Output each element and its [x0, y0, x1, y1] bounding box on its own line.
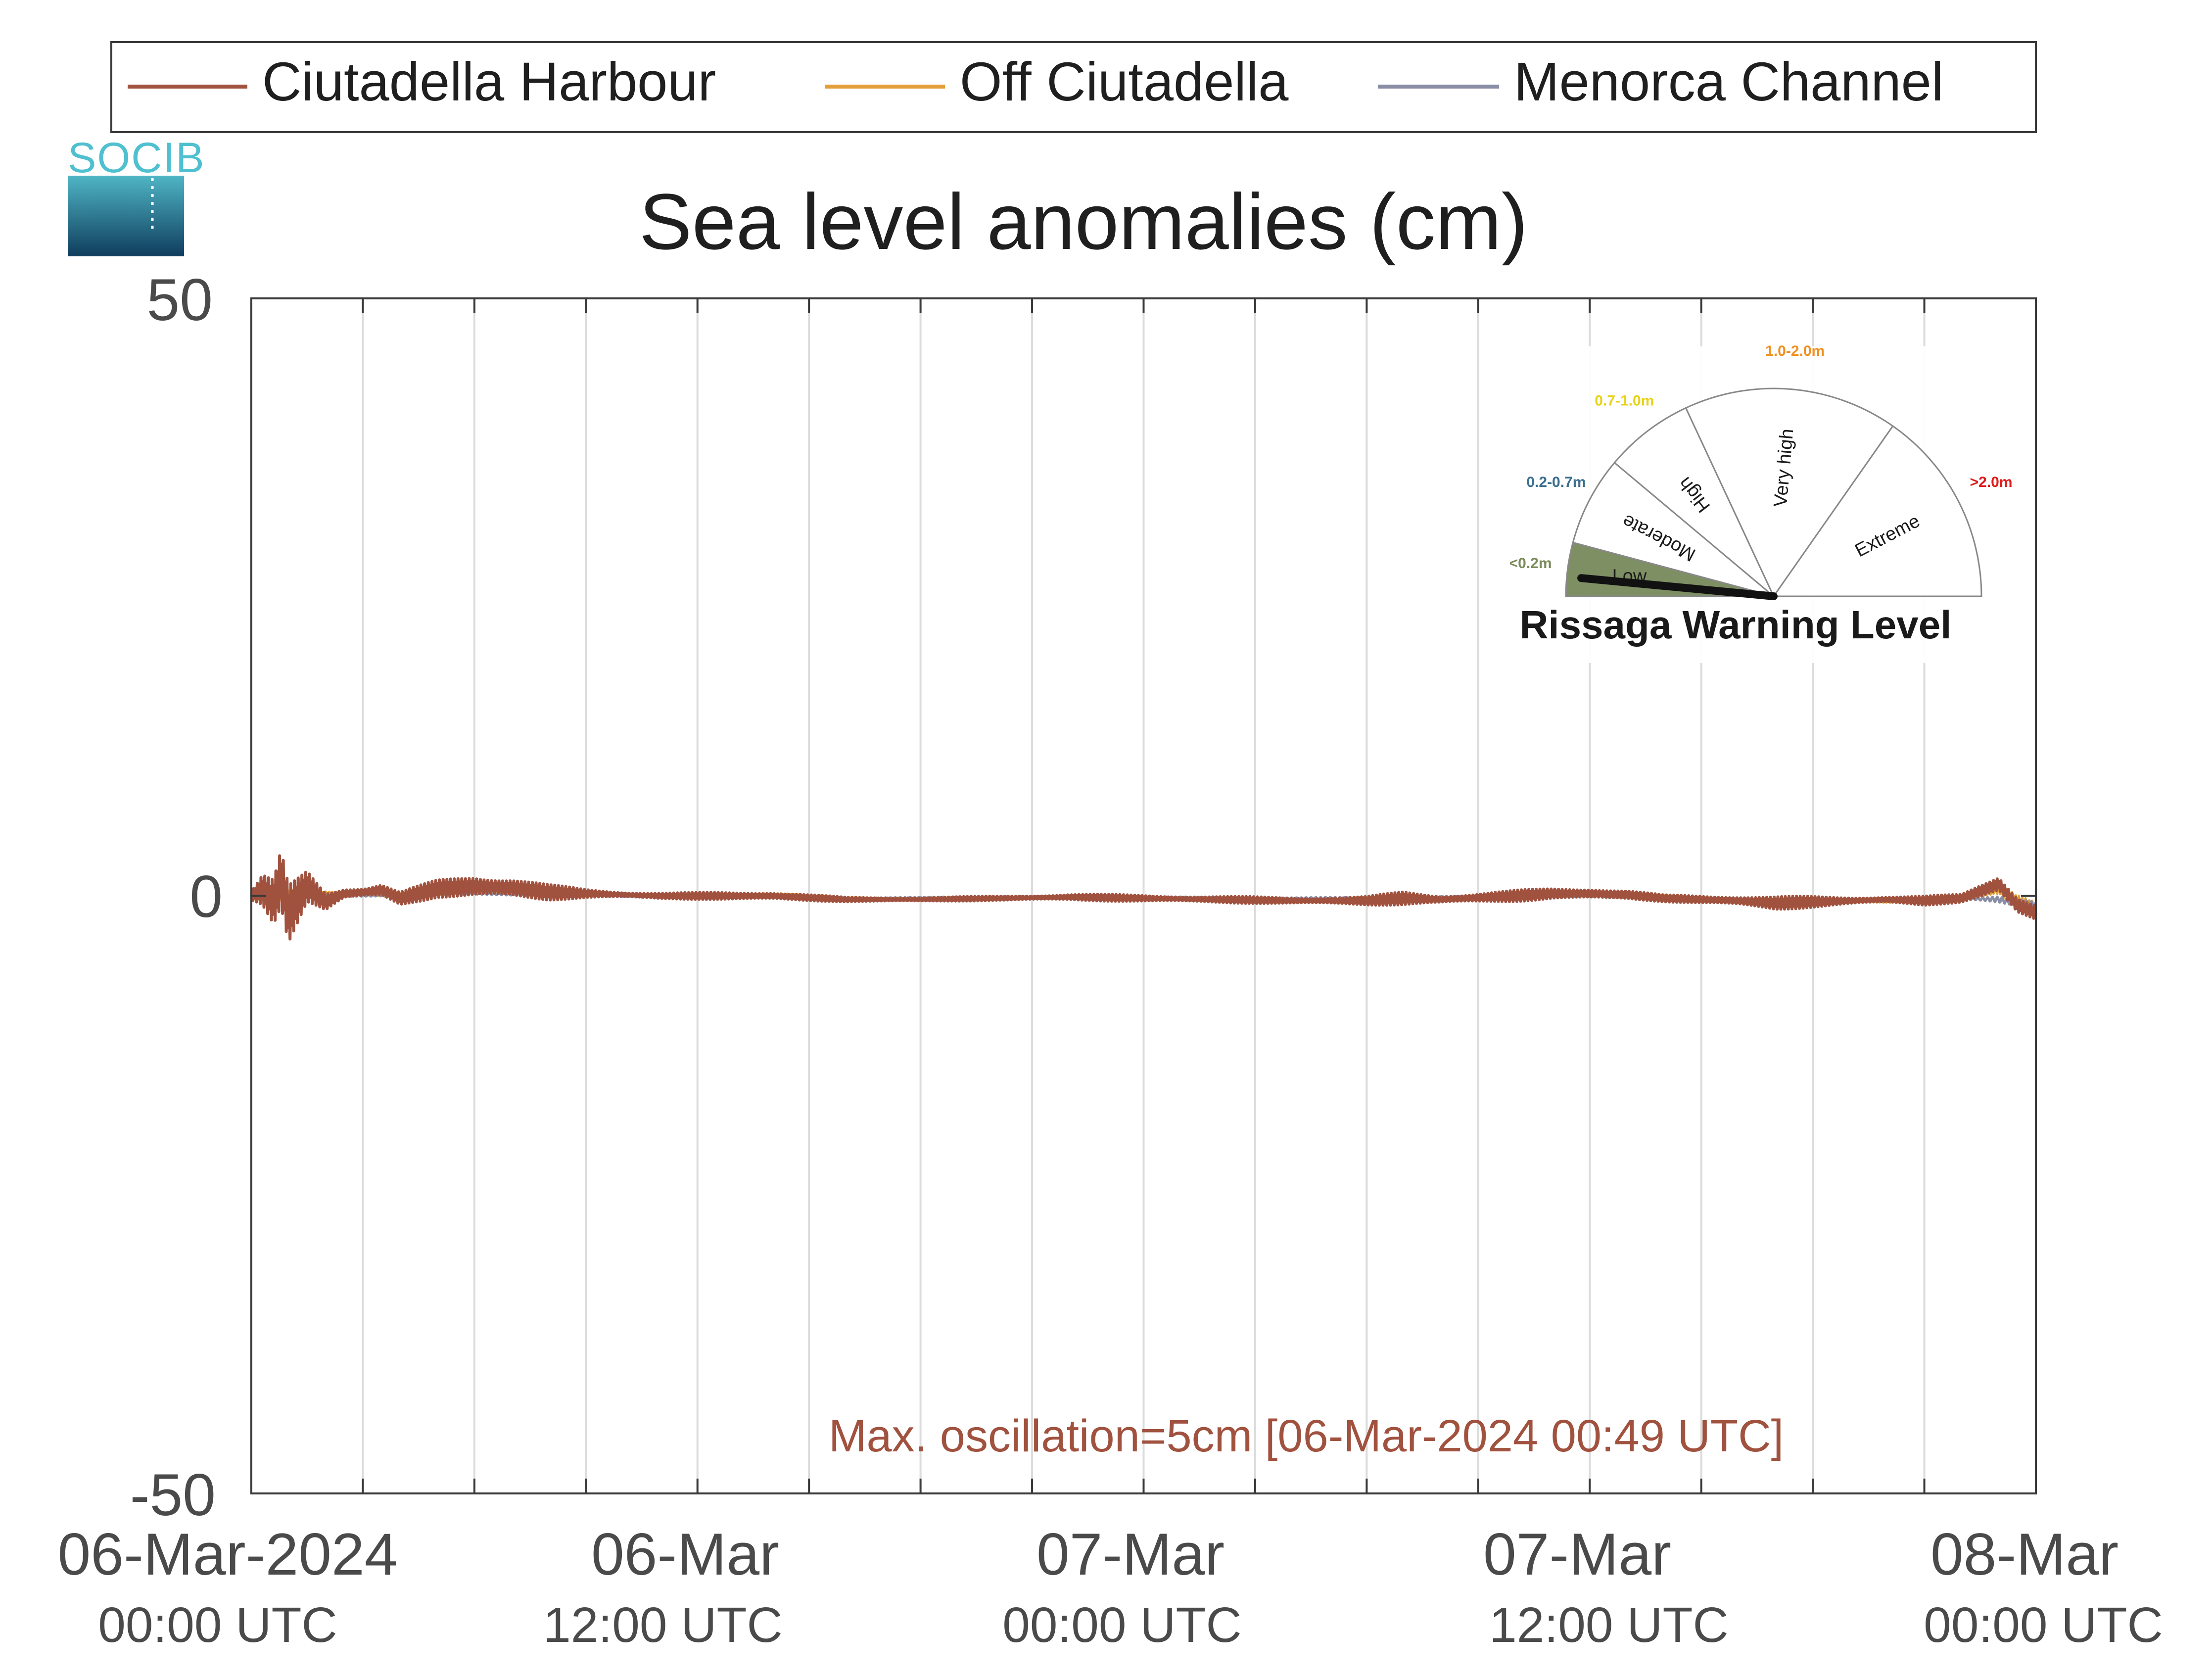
axis-ticks — [251, 297, 2036, 1494]
y-tick-label: 0 — [189, 864, 223, 930]
gauge-range-label: 0.7-1.0m — [1595, 393, 1654, 409]
gauge-range-label: <0.2m — [1509, 555, 1552, 572]
x-tick-time: 12:00 UTC — [543, 1597, 783, 1653]
legend-label-2: Menorca Channel — [1514, 51, 1943, 112]
legend-label-0: Ciutadella Harbour — [262, 51, 716, 112]
gauge-needle — [1577, 574, 1778, 600]
legend-item-1: Off Ciutadella — [825, 51, 1289, 112]
y-tick-label: 50 — [147, 267, 213, 333]
x-tick-date: 07-Mar — [1483, 1521, 1671, 1587]
y-tick-label: -50 — [130, 1462, 216, 1528]
chart-title: Sea level anomalies (cm) — [639, 177, 1528, 266]
series-line-0 — [250, 854, 2037, 941]
x-tick-date: 07-Mar — [1036, 1521, 1224, 1587]
x-tick-time: 12:00 UTC — [1489, 1597, 1729, 1653]
gauge-sector — [1572, 461, 1774, 597]
max-oscillation-annotation: Max. oscillation=5cm [06-Mar-2024 00:49 … — [829, 1411, 1784, 1461]
gauge-sector — [1685, 387, 1894, 598]
legend-item-2: Menorca Channel — [1378, 51, 1943, 112]
legend-item-0: Ciutadella Harbour — [128, 51, 716, 112]
gauge-range-label: 0.2-0.7m — [1526, 474, 1586, 490]
x-tick-date: 06-Mar-2024 — [57, 1521, 397, 1587]
gauge-range-label: >2.0m — [1970, 474, 2013, 490]
x-tick-date: 06-Mar — [591, 1521, 779, 1587]
logo-text: SOCIB — [68, 134, 205, 182]
gauge-title: Rissaga Warning Level — [1520, 603, 1952, 647]
gauge-sector — [1613, 407, 1775, 597]
legend: Ciutadella Harbour Off Ciutadella Menorc… — [110, 41, 2037, 133]
socib-logo: SOCIB — [68, 134, 205, 256]
x-tick-time: 00:00 UTC — [1002, 1597, 1242, 1653]
legend-label-1: Off Ciutadella — [960, 51, 1289, 112]
series-lines — [250, 854, 2037, 941]
x-tick-date: 08-Mar — [1930, 1521, 2118, 1587]
x-tick-time: 00:00 UTC — [1924, 1597, 2163, 1653]
gauge-sector — [1772, 425, 1982, 597]
gauge-range-label: 1.0-2.0m — [1765, 343, 1825, 359]
x-tick-time: 00:00 UTC — [98, 1597, 337, 1653]
